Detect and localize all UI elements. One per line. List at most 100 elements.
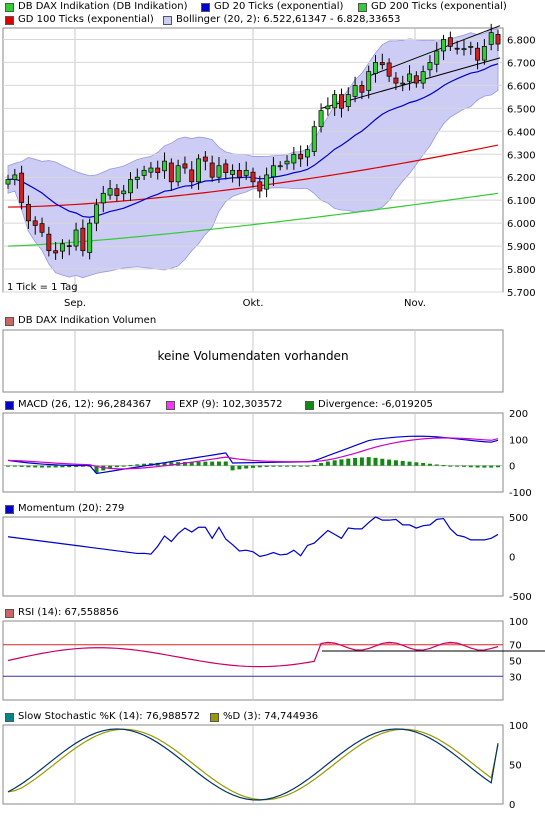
candle-body <box>379 62 385 66</box>
divergence-bar <box>230 465 235 471</box>
candle-body <box>264 174 270 190</box>
divergence-bar <box>223 461 228 466</box>
divergence-bar <box>298 465 303 467</box>
candle-body <box>46 233 52 252</box>
exp-line <box>7 437 499 470</box>
candle-body <box>182 163 188 169</box>
candle-body <box>257 181 263 192</box>
divergence-bar <box>46 465 51 468</box>
divergence-bar <box>251 465 255 468</box>
divergence-bar <box>264 465 269 467</box>
divergence-bar <box>421 463 426 466</box>
stoch-plot-area-y-tick-label: 50 <box>509 761 522 772</box>
candle-body <box>80 227 86 252</box>
divergence-bar <box>189 461 194 466</box>
divergence-bar <box>400 460 405 466</box>
candle-body <box>134 176 140 180</box>
candle-body <box>155 167 161 173</box>
candle-body <box>168 162 174 183</box>
candle-body <box>209 162 215 178</box>
divergence-bar <box>319 463 324 466</box>
price-y-tick-label: 6.000 <box>507 219 536 230</box>
divergence-bar <box>271 465 276 467</box>
divergence-bar <box>162 462 167 466</box>
divergence-bar <box>489 465 494 468</box>
divergence-bar <box>257 465 262 468</box>
price-y-tick-label: 5.800 <box>507 265 536 276</box>
legend-item-candles: DB DAX Indikation (DB Indikation) <box>5 0 187 14</box>
divergence-bar <box>414 462 419 466</box>
momentum-plot-area-y-tick-label: 500 <box>509 513 528 524</box>
candle-body <box>141 169 147 176</box>
rsi-plot-area-y-tick-label: 100 <box>509 617 528 628</box>
candle-body <box>441 39 447 52</box>
divergence-bar <box>142 463 147 466</box>
candle-body <box>216 165 222 178</box>
no-volume-message: keine Volumendaten vorhanden <box>157 349 349 363</box>
divergence-bar <box>244 465 249 469</box>
candle-body <box>59 243 65 252</box>
divergence-bar <box>332 460 337 466</box>
candle-body <box>19 172 25 203</box>
divergence-bar <box>434 464 439 466</box>
candle-body <box>66 245 72 247</box>
price-y-tick-label: 5.700 <box>507 288 536 299</box>
divergence-bar <box>210 461 215 466</box>
candle-body <box>311 126 317 152</box>
candle-body <box>87 222 93 253</box>
candle-body <box>5 179 11 185</box>
price-y-tick-label: 6.600 <box>507 81 536 92</box>
legend-item-rsi: RSI (14): 67,558856 <box>5 606 119 620</box>
divergence-bar <box>353 457 358 466</box>
divergence-bar <box>448 465 453 467</box>
candle-body <box>495 34 501 45</box>
legend-item-gd200: GD 200 Ticks (exponential) <box>358 0 507 14</box>
x-axis-label: Okt. <box>243 298 264 309</box>
candle-body <box>100 192 106 204</box>
divergence-bar <box>325 461 330 466</box>
legend-item-divergence: Divergence: -6,019205 <box>305 398 433 412</box>
candle-body <box>291 153 297 164</box>
macd-plot-area-y-tick-label: 100 <box>509 435 528 446</box>
momentum-plot-area-y-tick-label: -500 <box>509 592 532 603</box>
candle-body <box>345 94 351 107</box>
divergence-bar <box>237 465 242 470</box>
candle-body <box>488 32 494 45</box>
candle-body <box>270 165 276 178</box>
candle-body <box>332 94 338 109</box>
divergence-bar <box>380 458 385 466</box>
divergence-bar <box>135 464 140 466</box>
divergence-bar <box>305 465 310 467</box>
divergence-bar <box>366 457 371 466</box>
candle-body <box>325 105 331 110</box>
divergence-bar <box>216 461 221 466</box>
candle-body <box>475 47 481 61</box>
tick-note: 1 Tick = 1 Tag <box>7 282 78 293</box>
price-y-tick-label: 6.700 <box>507 58 536 69</box>
price-y-tick-label: 6.500 <box>507 104 536 115</box>
price-y-tick-label: 5.900 <box>507 242 536 253</box>
candle-body <box>386 62 392 77</box>
divergence-bar <box>359 457 364 466</box>
legend-item-gd100: GD 100 Ticks (exponential) <box>5 13 154 27</box>
candle-body <box>32 220 38 226</box>
candle-body <box>250 171 256 183</box>
rsi-legend: RSI (14): 67,558856 <box>0 606 545 620</box>
divergence-bar <box>94 465 99 473</box>
candle-body <box>236 169 242 178</box>
macd-plot-area-y-tick-label: 0 <box>509 462 515 473</box>
trend-channel-lower <box>320 57 501 109</box>
divergence-bar <box>196 461 201 466</box>
legend-item-exp: EXP (9): 102,303572 <box>166 398 283 412</box>
divergence-bar <box>53 465 58 468</box>
candle-body <box>413 75 419 84</box>
divergence-bar <box>407 461 412 466</box>
divergence-bar <box>67 465 72 468</box>
candle-body <box>366 71 372 91</box>
divergence-bar <box>19 465 24 467</box>
macd-plot-area-y-tick-label: 200 <box>509 409 528 420</box>
candle-body <box>427 62 433 71</box>
candle-body <box>400 82 406 85</box>
momentum-legend: Momentum (20): 279 <box>0 502 545 516</box>
legend-item-stoch-d: %D (3): 74,744936 <box>210 710 318 724</box>
